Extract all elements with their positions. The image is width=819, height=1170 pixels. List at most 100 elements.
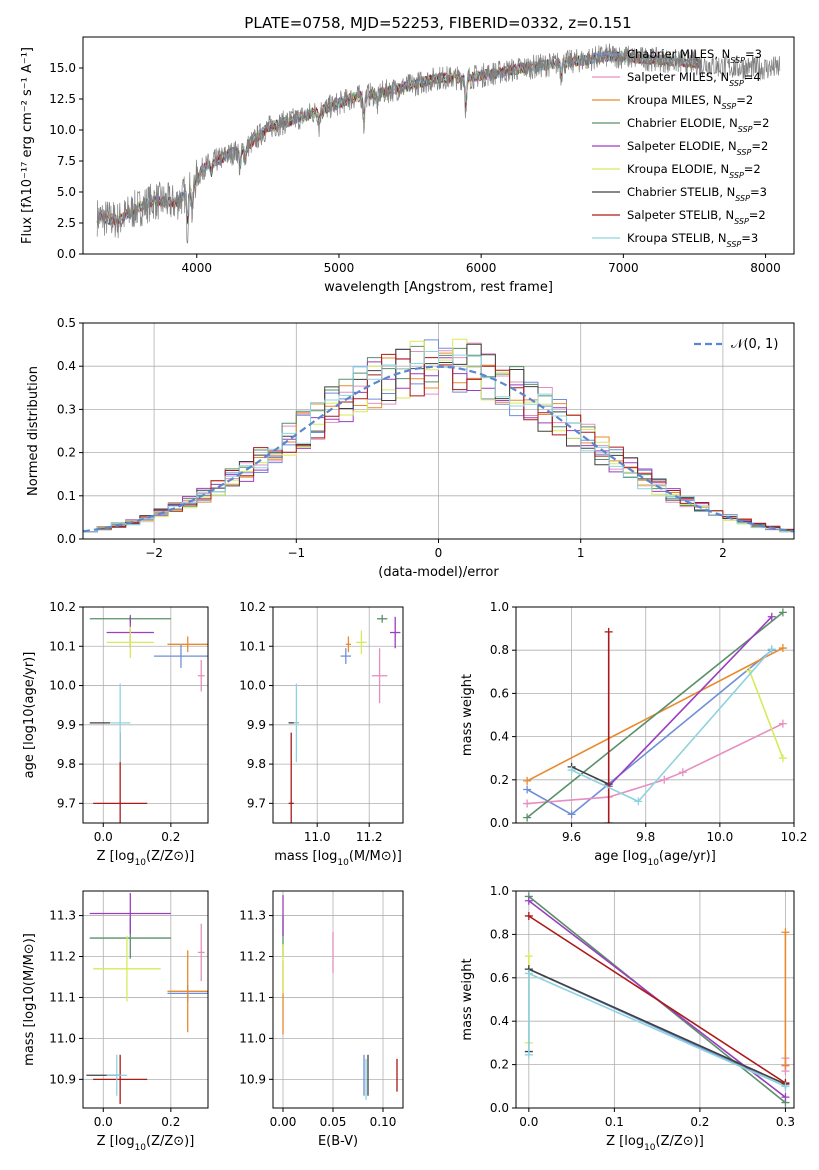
axes-frame xyxy=(272,606,404,824)
x-tick-label: 9.6 xyxy=(562,830,581,844)
y-tick-label: 10.1 xyxy=(239,639,266,653)
y-tick-label: 9.7 xyxy=(57,796,76,810)
panel-weight_vs_age: 9.6 9.8 10.0 10.2 0.0 0.2 0.4 0.6 0.8 1.0 age [log… xyxy=(460,600,807,868)
x-axis-label: E(B-V) xyxy=(318,1134,358,1149)
y-tick-label: 11.1 xyxy=(49,990,76,1004)
x-tick-label: 0.2 xyxy=(690,1115,709,1129)
x-tick-label: 0.2 xyxy=(161,830,180,844)
point-kroupa-miles xyxy=(167,950,208,1033)
marker xyxy=(604,627,613,636)
axes-frame xyxy=(82,890,209,1109)
axes-frame xyxy=(82,606,209,824)
legend-entry: Chabrier STELIB, NSSP=3 xyxy=(627,185,767,203)
x-tick-label: 4000 xyxy=(181,261,212,275)
y-tick-label: 0.2 xyxy=(490,1058,509,1072)
marker xyxy=(523,776,532,785)
axes-frame xyxy=(82,322,795,540)
y-tick-label: 9.9 xyxy=(247,718,266,732)
y-tick-label: 9.8 xyxy=(247,757,266,771)
marker xyxy=(778,644,787,653)
y-tick-label: 10.9 xyxy=(239,1072,266,1086)
x-tick-label: 0.2 xyxy=(161,1115,180,1129)
y-axis-label: Flux [fλ10⁻¹⁷ erg cm⁻² s⁻¹ A⁻¹] xyxy=(20,47,35,244)
spectrum-title: PLATE=0758, MJD=52253, FIBERID=0332, z=0… xyxy=(244,14,631,32)
y-tick-label: 0.1 xyxy=(57,489,76,503)
x-tick-label: 0.3 xyxy=(776,1115,795,1129)
point-salpeter-elodie xyxy=(390,616,401,649)
plot-area-residuals xyxy=(83,338,794,533)
x-tick-label: 0 xyxy=(435,546,443,560)
point-salpeter-miles xyxy=(371,648,388,704)
y-tick-label: 0.0 xyxy=(490,816,509,830)
y-tick-label: 12.5 xyxy=(49,92,76,106)
x-tick-label: 10.0 xyxy=(707,830,734,844)
x-tick-label: 7000 xyxy=(608,261,639,275)
legend-entry: Kroupa MILES, NSSP=2 xyxy=(627,93,753,111)
y-tick-label: 0.4 xyxy=(57,359,76,373)
plot-area-spectrum xyxy=(96,43,781,244)
point-chabrier-miles xyxy=(340,648,351,664)
marker xyxy=(523,813,532,822)
marker xyxy=(524,952,533,961)
legend-entry: Kroupa ELODIE, NSSP=2 xyxy=(627,162,761,180)
point-kroupa-stelib xyxy=(106,1054,127,1096)
panel-mass_vs_Z: 0.0 0.2 10.9 11.0 11.1 11.2 11.3 Z [log10(Z/Z⊙)… xyxy=(22,890,209,1153)
series-salpeter-miles xyxy=(527,722,784,805)
legend-entry: Salpeter MILES, NSSP=4 xyxy=(627,70,761,88)
observed-spectrum xyxy=(96,43,781,244)
x-axis-label: age [log10(age/yr)] xyxy=(594,849,716,868)
series-chabrier-stelib xyxy=(571,766,610,785)
marker xyxy=(767,612,776,621)
axes-frame xyxy=(272,890,404,1109)
marker xyxy=(660,775,669,784)
y-tick-label: 9.9 xyxy=(57,718,76,732)
plot-area-age_vs_mass xyxy=(288,614,401,823)
y-tick-label: 1.0 xyxy=(490,600,509,614)
series-chabrier-stelib xyxy=(528,967,786,1085)
point-kroupa-stelib xyxy=(110,683,131,763)
marker xyxy=(767,645,776,654)
point-salpeter-stelib xyxy=(288,732,294,823)
plot-area-mass_vs_Z xyxy=(86,893,208,1104)
panel-weight_vs_Z: 0.0 0.1 0.2 0.3 0.0 0.2 0.4 0.6 0.8 1.0 Z [log10(Z… xyxy=(460,884,795,1153)
x-tick-label: −1 xyxy=(287,546,305,560)
point-chabrier-miles xyxy=(153,644,208,668)
marker xyxy=(524,969,533,978)
x-tick-label: 1 xyxy=(577,546,585,560)
marker xyxy=(678,768,687,777)
marker xyxy=(781,928,790,937)
marker xyxy=(524,896,533,905)
marker xyxy=(781,1082,790,1091)
panel-spectrum: 4000 5000 6000 7000 8000 0.0 2.5 5.0 7.5 10.0 12.5… xyxy=(20,36,795,295)
y-tick-label: 11.2 xyxy=(239,950,266,964)
y-axis-label: mass weight xyxy=(460,674,475,756)
plot-area-age_vs_Z xyxy=(89,614,208,823)
point-kroupa-elodie xyxy=(106,626,154,659)
x-tick-label: 10.2 xyxy=(781,830,808,844)
y-tick-label: 0.8 xyxy=(490,643,509,657)
x-tick-label: 0.0 xyxy=(94,1115,113,1129)
legend-entry: Salpeter ELODIE, NSSP=2 xyxy=(627,139,768,157)
panel-residuals: −2 −1 0 1 2 0.0 0.1 0.2 0.3 0.4 0.5 (data-model)/er… xyxy=(26,316,795,580)
y-tick-label: 15.0 xyxy=(49,61,76,75)
panel-mass_vs_EBV: 0.00 0.05 0.10 10.9 11.0 11.1 11.2 11.3 E(B-V) xyxy=(239,890,404,1149)
y-tick-label: 11.0 xyxy=(239,1031,266,1045)
x-tick-label: 0.0 xyxy=(94,830,113,844)
y-tick-label: 10.9 xyxy=(49,1072,76,1086)
y-tick-label: 11.3 xyxy=(239,909,266,923)
y-tick-label: 0.6 xyxy=(490,971,509,985)
point-salpeter-elodie xyxy=(89,893,171,934)
marker xyxy=(567,810,576,819)
y-tick-label: 11.0 xyxy=(49,1031,76,1045)
y-tick-label: 11.1 xyxy=(239,990,266,1004)
axes-frame xyxy=(515,890,795,1109)
y-tick-label: 0.2 xyxy=(57,446,76,460)
marker xyxy=(778,719,787,728)
y-tick-label: 2.5 xyxy=(57,216,76,230)
x-tick-label: 2 xyxy=(719,546,727,560)
legend-entry: Kroupa STELIB, NSSP=3 xyxy=(627,231,758,249)
point-kroupa-elodie xyxy=(93,936,161,1002)
normal-curve xyxy=(83,365,794,533)
y-tick-label: 0.4 xyxy=(490,730,509,744)
